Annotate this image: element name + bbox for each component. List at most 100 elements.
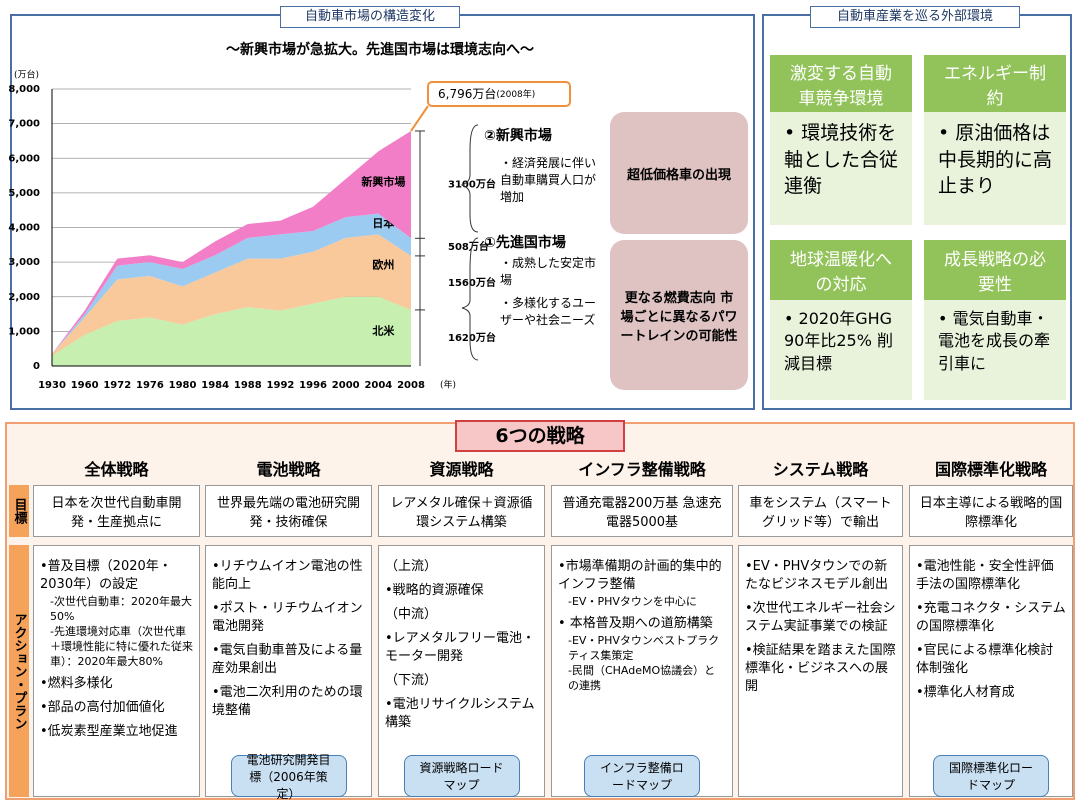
roadmap-button[interactable]: 電池研究開発目標（2006年策定） (230, 753, 347, 801)
area-series (52, 296, 411, 366)
series-label: 欧州 (372, 258, 394, 272)
action-item: •電池性能・安全性評価手法の国際標準化 (916, 559, 1054, 592)
y-tick-label: 6,000 (8, 153, 40, 164)
area-series (52, 213, 411, 354)
market-bullet: ・経済発展に伴い自動車購買人口が増加 (500, 156, 597, 204)
y-axis-label: (万台) (14, 69, 39, 81)
action-item: •官民による標準化検討体制強化 (916, 643, 1054, 676)
card-body: • 原油価格は中長期的に高止まり (924, 112, 1066, 225)
brace (461, 237, 479, 361)
outcome-box: 超低価格車の出現 (610, 112, 748, 234)
action-item: •EV・PHVタウンでの新たなビジネスモデル創出 (745, 559, 889, 592)
series-label: 北米 (372, 323, 395, 337)
action-item: （下流） (385, 673, 438, 688)
action-item: •ポスト・リチウムイオン電池開発 (212, 601, 363, 634)
action-item: -EV・PHVタウンベストプラクティス集策定 (568, 634, 720, 662)
action-item: -民間（CHAdeMO協議会）との連携 (568, 664, 716, 692)
action-item: •燃料多様化 (40, 676, 113, 691)
x-tick-label: 1960 (71, 380, 99, 391)
x-tick-label: 1972 (103, 380, 131, 391)
panel-title: 自動車産業を巡る外部環境 (810, 6, 1020, 28)
action-item: •電気自動車普及による量産効果創出 (212, 643, 363, 676)
y-tick-label: 4,000 (8, 223, 40, 234)
goal-cell: 普通充電器200万基 急速充電器5000基 (551, 485, 733, 537)
action-item: •次世代エネルギー社会システム実証事業での検証 (745, 601, 896, 634)
action-item: •標準化人材育成 (916, 685, 1015, 700)
action-item: -EV・PHVタウンを中心に (568, 595, 697, 608)
x-tick-label: 1930 (38, 380, 66, 391)
strategy-name: 資源戦略 (429, 460, 494, 479)
total-note: (2008年) (496, 88, 535, 100)
area-series (52, 234, 411, 356)
market-title: ①先進国市場 (484, 235, 566, 251)
action-item: （上流） (385, 559, 438, 574)
roadmap-button[interactable]: 資源戦略ロードマップ (403, 755, 520, 797)
total-box (427, 81, 571, 107)
total-value: 6,796万台 (438, 86, 496, 101)
strategies-title: 6つの戦略 (455, 420, 625, 452)
x-tick-label: 1980 (169, 380, 197, 391)
area-series (52, 130, 411, 354)
action-item: •レアメタルフリー電池・モーター開発 (385, 631, 536, 664)
x-tick-label: 1992 (267, 380, 295, 391)
y-tick-label: 1,000 (8, 326, 40, 337)
roadmap-button[interactable]: インフラ整備ロードマップ (584, 755, 700, 797)
x-tick-label: 1988 (234, 380, 262, 391)
action-item: •市場準備期の計画的集中的インフラ整備 (558, 559, 722, 592)
action-item: -次世代自動車：2020年最大50% (50, 595, 192, 623)
x-tick-label: 2008 (397, 380, 425, 391)
action-item: •低炭素型産業立地促進 (40, 724, 178, 739)
action-item: （中流） (385, 607, 438, 622)
y-tick-label: 7,000 (8, 119, 40, 130)
card-body: • 電気自動車・電池を成長の牽引車に (924, 300, 1066, 400)
total-label: 6,796万台(2008年) (438, 86, 535, 101)
total-pointer (410, 105, 429, 132)
card-body: • 2020年GHG 90年比25% 削減目標 (770, 300, 912, 400)
action-item: •電池リサイクルシステム構築 (385, 697, 535, 730)
y-tick-label: 0 (33, 361, 40, 372)
action-cell: •普及目標（2020年・2030年）の設定 -次世代自動車：2020年最大50% -… (33, 545, 200, 797)
action-item: -先進環境対応車（次世代車＋環境性能に特に優れた従来車）：2020年最大80% (50, 625, 193, 668)
y-tick-label: 3,000 (8, 257, 40, 268)
brace (460, 124, 479, 233)
x-tick-label: 2004 (364, 380, 392, 391)
action-item: •戦略的資源確保 (385, 583, 484, 598)
strategy-name: システム戦略 (772, 460, 869, 479)
segment-label: 1560万台 (448, 276, 496, 289)
goal-cell: 車をシステム（スマートグリッド等）で輸出 (738, 485, 903, 537)
x-axis-label: (年) (440, 379, 456, 391)
action-item: •充電コネクタ・システムの国際標準化 (916, 601, 1066, 634)
segment-label: 508万台 (448, 240, 489, 253)
card-head: エネルギー制約 (924, 55, 1066, 112)
action-item: •検証結果を踏まえた国際標準化・ビジネスへの展開 (745, 643, 896, 694)
x-tick-label: 2000 (332, 380, 360, 391)
outcome-box: 更なる燃費志向 市場ごとに異なるパワートレインの可能性 (610, 240, 748, 390)
market-bullet: ・多様化するユーザーや社会ニーズ (500, 296, 597, 327)
segment-label: 1620万台 (448, 331, 496, 344)
action-item: •電池二次利用のための環境整備 (212, 685, 363, 718)
strategy-name: 国際標準化戦略 (934, 460, 1047, 479)
goal-cell: レアメタル確保＋資源循環システム構築 (378, 485, 545, 537)
segment-label: 3100万台 (448, 178, 496, 191)
y-tick-label: 2,000 (8, 292, 40, 303)
market-bullet: ・成熟した安定市場 (500, 256, 597, 287)
goal-cell: 日本を次世代自動車開発・生産拠点に (33, 485, 200, 537)
goal-cell: 世界最先端の電池研究開発・技術確保 (205, 485, 372, 537)
series-label: 新興市場 (361, 174, 405, 188)
goal-cell: 日本主導による戦略的国際標準化 (909, 485, 1073, 537)
x-tick-label: 1996 (299, 380, 327, 391)
market-title: ②新興市場 (484, 128, 552, 144)
action-cell: •EV・PHVタウンでの新たなビジネスモデル創出 •次世代エネルギー社会システム実… (738, 545, 903, 797)
card-head: 地球温暖化への対応 (770, 240, 912, 300)
chart: ～新興市場が急拡大。先進国市場は環境志向へ～ (万台) (年) 0 1,000 2,000… (8, 41, 571, 391)
chart-title: ～新興市場が急拡大。先進国市場は環境志向へ～ (226, 41, 534, 58)
row-label: アクション・プラン (9, 545, 29, 797)
roadmap-button[interactable]: 国際標準化ロードマップ (933, 755, 1049, 797)
action-item: •普及目標（2020年・2030年）の設定 (40, 559, 172, 592)
y-tick-label: 5,000 (8, 188, 40, 199)
strategy-name: 全体戦略 (84, 460, 149, 479)
action-item: •リチウムイオン電池の性能向上 (212, 559, 363, 592)
card-head: 激変する自動車競争環境 (770, 55, 912, 112)
y-tick-label: 8,000 (8, 84, 40, 95)
action-item: • 本格普及期への道筋構築 (558, 616, 713, 631)
